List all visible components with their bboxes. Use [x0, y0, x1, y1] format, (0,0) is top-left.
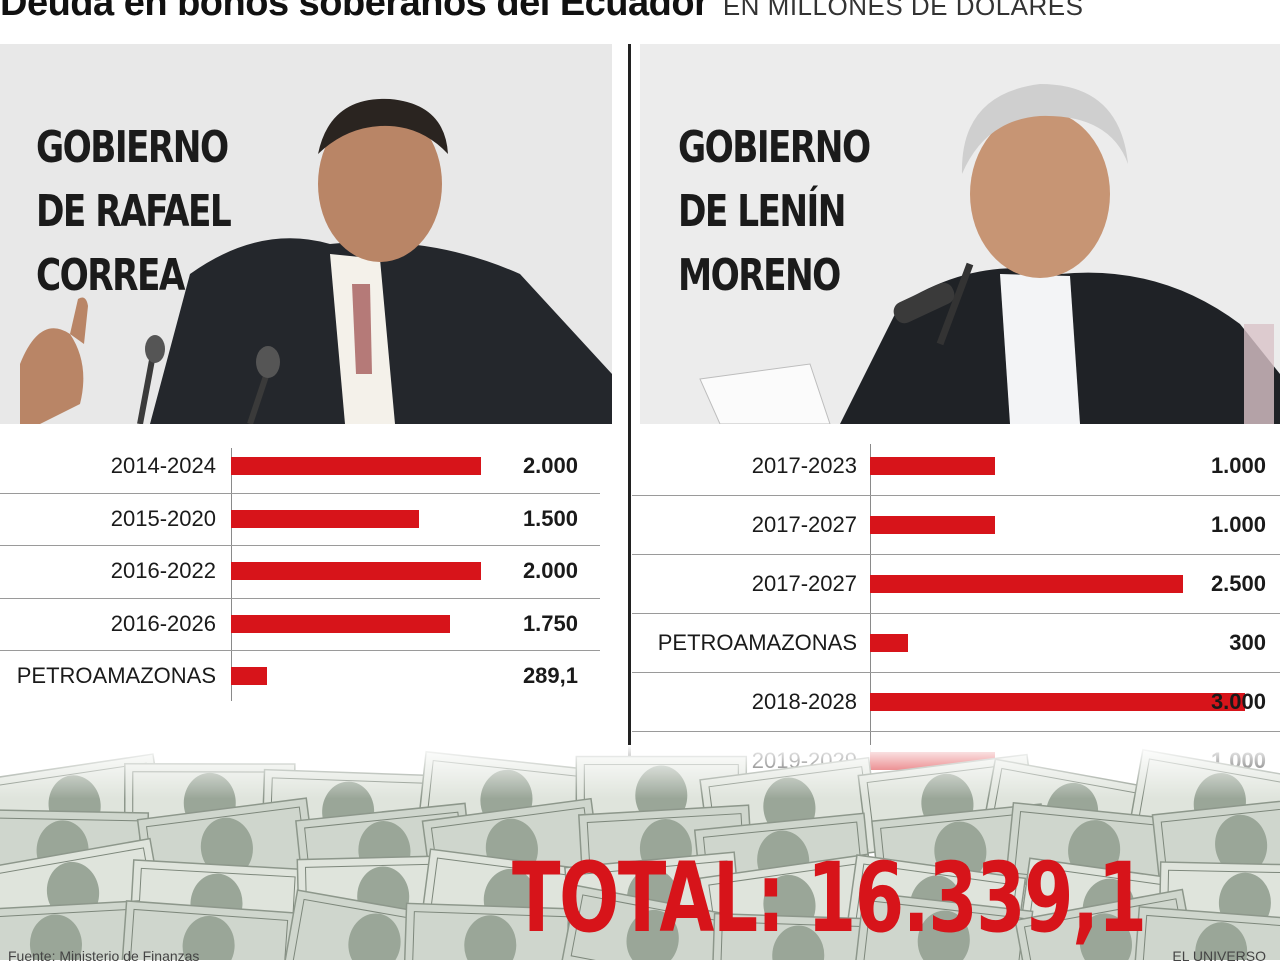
portrait-correa-image [0, 44, 612, 424]
row-separator [632, 554, 1280, 555]
chart-axis-line [870, 444, 871, 788]
row-separator [0, 650, 600, 651]
source-note: Fuente: Ministerio de Finanzas [8, 948, 200, 964]
bar-mark [870, 456, 995, 475]
panel-divider [628, 44, 631, 776]
chart-title-bar: Deuda en bonos soberanos del Ecuador EN … [0, 0, 1280, 22]
panel-title-correa: GOBIERNO DE RAFAEL CORREA [36, 116, 232, 308]
panel-title-moreno: GOBIERNO DE LENÍN MORENO [678, 116, 871, 308]
bar-mark [870, 633, 908, 652]
panel-title-line: MORENO [678, 250, 841, 301]
category-label: 2018-2028 [751, 688, 857, 714]
value-label: 2.500 [1210, 570, 1266, 596]
value-label: 300 [1229, 629, 1266, 655]
dollar-bills-image [0, 745, 1280, 960]
category-label: 2016-2026 [110, 610, 216, 636]
panel-title-line: GOBIERNO [678, 122, 871, 173]
total-value: TOTAL: 16.339,1 [512, 842, 1147, 954]
row-separator [0, 598, 600, 599]
value-label: 2.000 [522, 558, 578, 584]
photo-lenin-moreno: GOBIERNO DE LENÍN MORENO [640, 44, 1280, 424]
panel-title-line: GOBIERNO [36, 122, 229, 173]
bar-mark [231, 667, 267, 686]
value-label: 3.000 [1210, 688, 1266, 714]
credit-note: EL UNIVERSO [1172, 948, 1266, 964]
row-separator [632, 495, 1280, 496]
row-separator [632, 672, 1280, 673]
row-separator [632, 731, 1280, 732]
category-label: 2017-2023 [751, 452, 857, 478]
bar-mark [870, 692, 1245, 711]
value-label: 1.000 [1210, 452, 1266, 478]
value-label: 1.750 [522, 610, 578, 636]
category-label: PETROAMAZONAS [657, 629, 857, 655]
panel-title-line: CORREA [36, 250, 185, 301]
bar-mark [231, 614, 450, 633]
bar-mark [231, 509, 419, 528]
value-label: 2.000 [522, 453, 578, 479]
category-label: 2017-2027 [751, 511, 857, 537]
bar-mark [870, 574, 1183, 593]
money-background [0, 745, 1280, 960]
panel-title-line: DE RAFAEL [36, 186, 232, 237]
row-separator [0, 493, 600, 494]
category-label: 2015-2020 [110, 505, 216, 531]
value-label: 289,1 [522, 663, 578, 689]
chart-subtitle: EN MILLONES DE DÓLARES [722, 0, 1084, 21]
bar-mark [231, 457, 481, 476]
portrait-moreno-image [640, 44, 1280, 424]
chart-title: Deuda en bonos soberanos del Ecuador [0, 0, 709, 22]
photo-rafael-correa: GOBIERNO DE RAFAEL CORREA [0, 44, 612, 424]
row-separator [632, 613, 1280, 614]
category-label: 2014-2024 [110, 453, 216, 479]
row-separator [0, 545, 600, 546]
value-label: 1.000 [1210, 511, 1266, 537]
category-label: 2016-2022 [110, 558, 216, 584]
bar-mark [231, 562, 481, 581]
category-label: PETROAMAZONAS [16, 663, 216, 689]
panel-title-line: DE LENÍN [678, 186, 846, 237]
category-label: 2017-2027 [751, 570, 857, 596]
value-label: 1.500 [522, 505, 578, 531]
bar-mark [870, 515, 995, 534]
